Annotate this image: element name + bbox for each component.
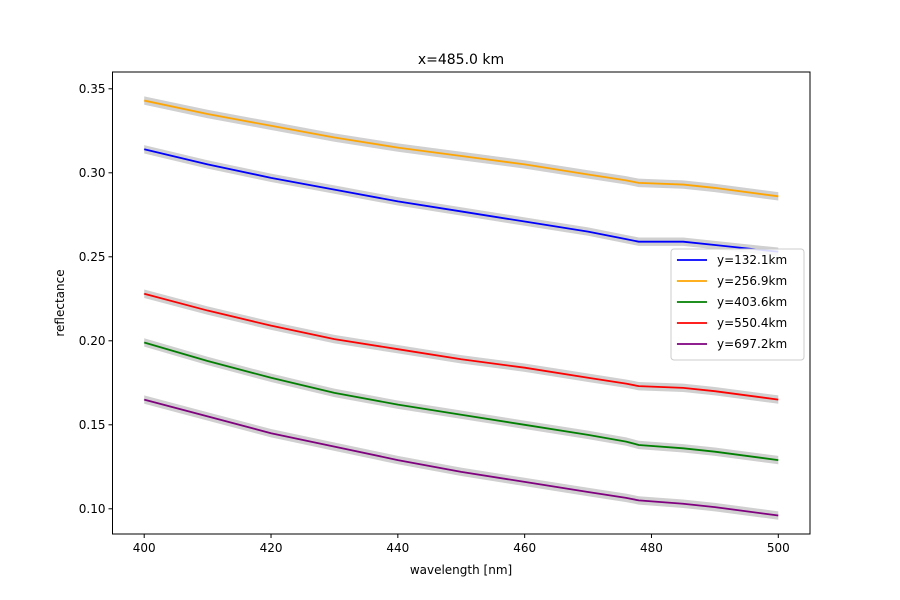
legend-box — [670, 248, 805, 361]
x-tick-label: 500 — [767, 541, 790, 555]
legend-label-0: y=132.1km — [717, 253, 787, 267]
x-tick-label: 480 — [640, 541, 663, 555]
y-tick-label: 0.30 — [79, 166, 106, 180]
legend-label-1: y=256.9km — [717, 274, 787, 288]
uncertainty-band-0 — [144, 145, 779, 256]
y-tick-label: 0.25 — [79, 250, 106, 264]
x-tick-label: 440 — [386, 541, 409, 555]
x-tick-label: 400 — [133, 541, 156, 555]
legend-label-2: y=403.6km — [717, 295, 787, 309]
y-tick-label: 0.10 — [79, 502, 106, 516]
series-lines — [143, 99, 779, 517]
series-line-2 — [143, 341, 779, 461]
x-axis-label: wavelength [nm] — [410, 563, 512, 577]
series-line-0 — [143, 148, 779, 253]
x-axis-ticks: 400 420 440 460 480 500 — [133, 534, 790, 555]
x-tick-label: 420 — [260, 541, 283, 555]
y-axis-label: reflectance — [53, 269, 67, 336]
plot-frame — [112, 71, 811, 535]
uncertainty-band-1 — [144, 96, 779, 201]
series-line-1 — [144, 99, 779, 198]
legend-label-4: y=697.2km — [717, 337, 787, 351]
y-tick-label: 0.35 — [79, 82, 106, 96]
x-tick-label: 460 — [513, 541, 536, 555]
legend-label-3: y=550.4km — [717, 316, 787, 330]
series-line-3 — [143, 292, 779, 401]
y-axis-ticks: 0.10 0.15 0.20 0.25 0.30 0.35 — [79, 82, 113, 516]
series-line-4 — [143, 398, 779, 517]
legend: y=132.1km y=256.9km y=403.6km y=550.4km y=69… — [670, 248, 805, 361]
uncertainty-band-3 — [144, 289, 779, 404]
chart-title: x=485.0 km — [418, 52, 504, 68]
y-tick-label: 0.15 — [79, 418, 106, 432]
y-tick-label: 0.20 — [79, 334, 106, 348]
